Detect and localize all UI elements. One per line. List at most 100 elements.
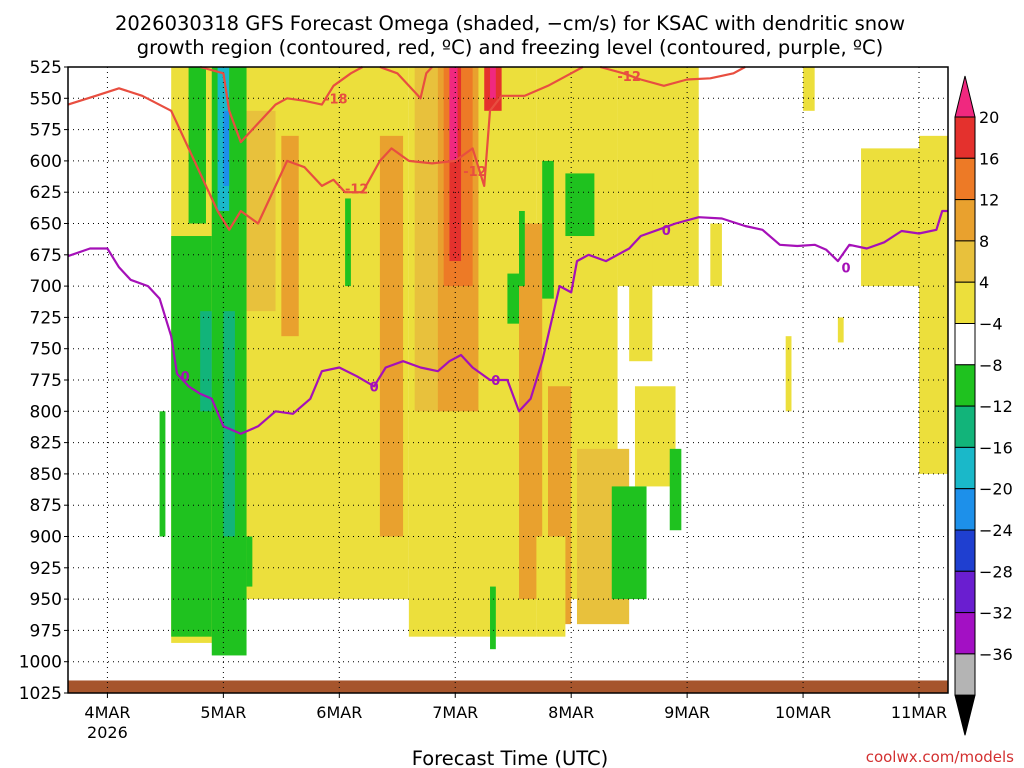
- colorbar-segment-10: [954, 488, 976, 531]
- omega-region-26: [634, 386, 676, 487]
- colorbar-segment-5: [954, 281, 976, 325]
- y-tick-label-1000: 1000: [19, 653, 62, 673]
- contour-label-8: 0: [841, 261, 850, 276]
- contour-label-6: 0: [491, 374, 500, 389]
- colorbar-segment-9: [954, 446, 976, 490]
- omega-region-23: [861, 148, 920, 287]
- colorbar-label-11: −28: [979, 562, 1013, 581]
- contour-label-3: -12: [617, 70, 641, 85]
- y-tick-label-525: 525: [30, 58, 62, 78]
- y-tick-label-700: 700: [30, 277, 62, 297]
- colorbar-bottom-cap: [954, 694, 976, 736]
- x-tick-label-10MAR: 10MAR: [775, 703, 831, 722]
- colorbar-label-5: −4: [979, 315, 1003, 334]
- omega-region-13: [449, 67, 458, 161]
- colorbar-label-3: 8: [979, 232, 989, 251]
- colorbar-label-2: 12: [979, 191, 999, 210]
- contour--12C: [379, 65, 433, 100]
- colorbar-label-0: 20: [979, 108, 999, 127]
- omega-region-27: [536, 536, 566, 637]
- omega-region-7: [281, 135, 299, 337]
- x-tick-label-6MAR: 6MAR: [316, 703, 362, 722]
- y-tick-label-850: 850: [30, 465, 62, 485]
- y-tick-label-1025: 1025: [19, 684, 62, 704]
- colorbar-label-4: 4: [979, 273, 989, 292]
- colorbar-segment-4: [954, 240, 976, 283]
- colorbar-label-1: 16: [979, 149, 999, 168]
- colorbar-label-12: −32: [979, 604, 1013, 623]
- omega-region-28: [171, 236, 212, 637]
- omega-region-38: [519, 210, 525, 287]
- colorbar-label-13: −36: [979, 645, 1013, 664]
- y-tick-label-800: 800: [30, 402, 62, 422]
- omega-region-41: [611, 486, 647, 600]
- y-tick-label-875: 875: [30, 496, 62, 516]
- y-tick-label-600: 600: [30, 152, 62, 172]
- omega-region-22: [837, 317, 844, 343]
- x-tick-label-8MAR: 8MAR: [548, 703, 594, 722]
- contour-0C: [67, 209, 948, 435]
- y-tick-label-575: 575: [30, 121, 62, 141]
- omega-region-35: [223, 110, 230, 186]
- omega-region-15: [490, 67, 496, 99]
- chart-title-line2: growth region (contoured, red, ºC) and f…: [137, 36, 884, 59]
- colorbar-segment-11: [954, 529, 976, 572]
- omega-region-20: [803, 67, 815, 111]
- x-tick-label-5MAR: 5MAR: [200, 703, 246, 722]
- omega-region-21: [785, 336, 792, 412]
- colorbar-segment-6: [954, 323, 976, 366]
- omega-region-12: [449, 67, 462, 262]
- y-tick-label-925: 925: [30, 559, 62, 579]
- colorbar-segment-14: [954, 653, 976, 696]
- omega-region-25: [629, 160, 653, 362]
- colorbar-segment-1: [954, 116, 976, 159]
- y-tick-label-900: 900: [30, 528, 62, 548]
- colorbar-label-8: −16: [979, 438, 1013, 457]
- omega-region-16: [519, 223, 543, 600]
- contour-label-1: -12: [345, 182, 369, 197]
- y-axis: 525 550 575 600 625 650 675 700 725 750 775 800 825 8…: [19, 58, 68, 704]
- y-tick-label-950: 950: [30, 590, 62, 610]
- colorbar-segment-2: [954, 157, 976, 201]
- colorbar-label-10: −24: [979, 521, 1013, 540]
- omega-region-29: [188, 67, 206, 224]
- colorbar-segment-13: [954, 612, 976, 655]
- y-tick-label-725: 725: [30, 308, 62, 328]
- x-tick-label-11MAR: 11MAR: [891, 703, 947, 722]
- omega-region-42: [669, 448, 682, 531]
- colorbar-label-9: −20: [979, 480, 1013, 499]
- omega-region-36: [345, 198, 351, 287]
- contour-label-0: -18: [324, 92, 348, 107]
- colorbar-segment-8: [954, 405, 976, 448]
- x-tick-sublabel-4MAR: 2026: [87, 723, 128, 742]
- x-tick-label-4MAR: 4MAR: [84, 703, 130, 722]
- contour--18C: [67, 66, 584, 231]
- y-tick-label-550: 550: [30, 89, 62, 109]
- y-tick-label-975: 975: [30, 621, 62, 641]
- y-tick-label-750: 750: [30, 340, 62, 360]
- contour-label-2: -12: [463, 165, 487, 180]
- colorbar-segment-3: [954, 199, 976, 242]
- omega-region-31: [159, 411, 166, 537]
- y-tick-label-775: 775: [30, 371, 62, 391]
- colorbar-label-6: −8: [979, 356, 1003, 375]
- contour--16C: [199, 65, 364, 144]
- contour-labels: -18 -12 -12 -12 0 0 0 0 0: [181, 70, 851, 395]
- omega-region-40: [565, 173, 595, 237]
- colorbar: 20 16 12 8 4 −4 −8 −12 −16 −20 −24 −28 −32 −36: [954, 75, 1013, 736]
- omega-region-19: [710, 223, 722, 287]
- omega-region-37: [507, 273, 520, 324]
- omega-region-32: [200, 311, 212, 412]
- contour-label-5: 0: [370, 380, 379, 395]
- chart-title-line1: 2026030318 GFS Forecast Omega (shaded, −…: [115, 12, 905, 35]
- y-tick-label-825: 825: [30, 434, 62, 454]
- omega-region-44: [246, 536, 253, 587]
- omega-shading: [159, 67, 948, 656]
- colorbar-segment-7: [954, 364, 976, 407]
- omega-region-24: [919, 135, 948, 474]
- omega-region-8: [379, 135, 404, 537]
- ground-fill: [68, 680, 948, 693]
- y-tick-label-675: 675: [30, 246, 62, 266]
